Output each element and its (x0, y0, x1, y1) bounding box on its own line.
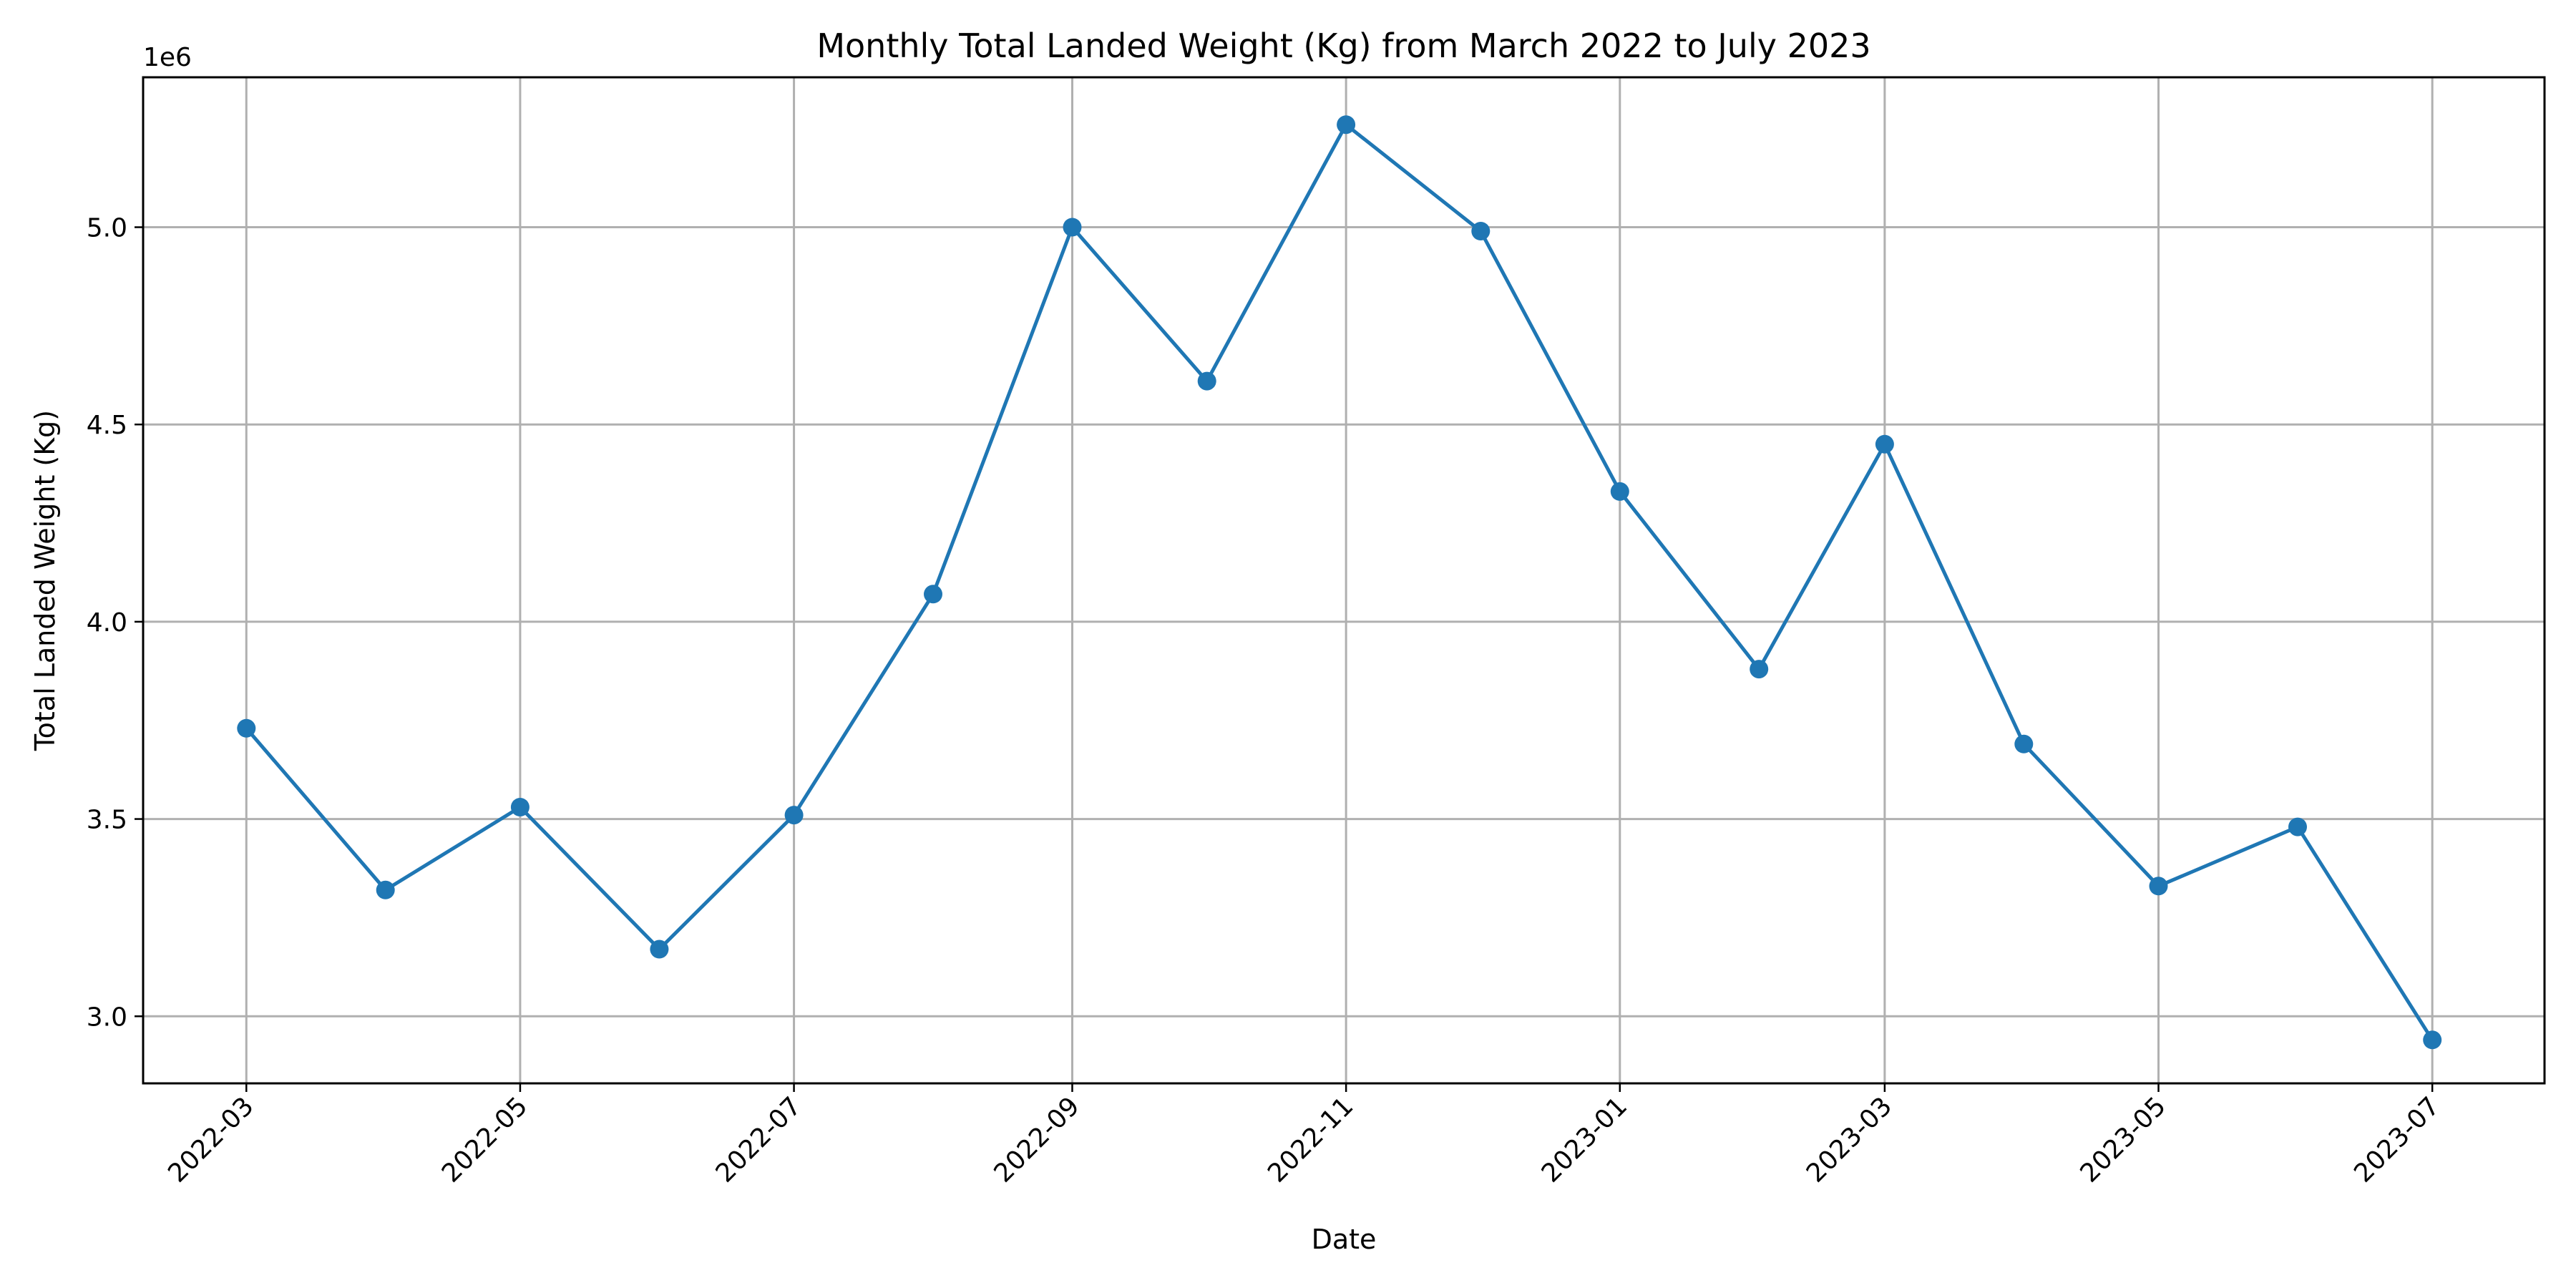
x-tick-label: 2022-11 (1262, 1091, 1359, 1188)
x-tick-label: 2022-07 (711, 1091, 807, 1188)
x-tick-label: 2022-09 (988, 1091, 1085, 1188)
data-point (924, 585, 942, 604)
plot-frame (142, 76, 2546, 1085)
data-point (510, 798, 530, 816)
series-layer (237, 115, 2442, 1050)
data-point (2014, 734, 2034, 753)
x-tick-label: 2023-05 (2075, 1091, 2172, 1188)
grid-layer (143, 77, 2545, 1083)
data-point (1750, 660, 1769, 679)
data-point (1471, 222, 1491, 240)
data-point (2149, 877, 2168, 896)
data-point (650, 940, 669, 959)
data-point (2288, 817, 2307, 836)
data-point (2423, 1030, 2442, 1050)
y-offset-label: 1e6 (143, 43, 192, 72)
data-point (1337, 115, 1356, 135)
data-point (376, 880, 395, 899)
y-tick-label: 3.0 (87, 1002, 127, 1032)
x-axis-label: Date (1312, 1224, 1377, 1255)
y-axis-label: Total Landed Weight (Kg) (29, 410, 61, 751)
y-tick-label: 4.0 (87, 608, 127, 638)
x-tick-label: 2023-07 (2348, 1091, 2445, 1188)
x-tick-label: 2023-01 (1536, 1091, 1633, 1188)
data-point (237, 718, 256, 738)
y-tick-label: 3.5 (87, 806, 127, 835)
data-point (1197, 371, 1216, 391)
data-point (784, 806, 804, 825)
x-tick-label: 2023-03 (1801, 1091, 1898, 1188)
data-point (1875, 434, 1894, 454)
x-tick-label: 2022-03 (162, 1091, 259, 1188)
x-tick-label: 2022-05 (436, 1091, 533, 1188)
y-tick-label: 4.5 (87, 411, 127, 440)
chart-title: Monthly Total Landed Weight (Kg) from Ma… (816, 26, 1870, 65)
data-point (1063, 218, 1082, 237)
data-point (1610, 482, 1629, 501)
y-tick-label: 5.0 (87, 214, 127, 243)
series-line (245, 122, 2434, 1041)
ticks-layer: 2022-03 2022-05 2022-07 2022-09 2022-11 2023-… (87, 214, 2446, 1189)
